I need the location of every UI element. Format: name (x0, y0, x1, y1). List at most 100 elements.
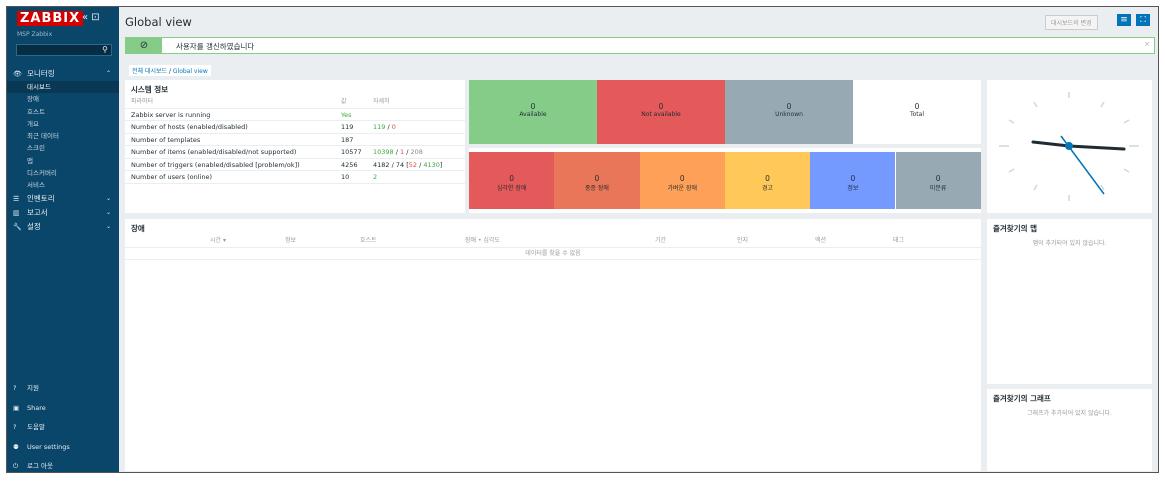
column-header: 호스트 (360, 237, 377, 244)
value: 187 (341, 135, 354, 144)
status-tile[interactable]: 0 심각한 장애 (469, 152, 555, 209)
menu-item[interactable]: 서비스 (27, 181, 45, 190)
widget-title: 즐겨찾기의 맵 (993, 224, 1038, 233)
column-header: 정보 (285, 237, 297, 244)
footer-label: User settings (27, 442, 70, 451)
footer-menu: ? 지원 ▣ Share ? 도움말 ⚉ User settings ⏻ 로그 아웃 (7, 379, 119, 472)
footer-label: Share (27, 403, 46, 412)
table-header: 시간 ▾ 정보 호스트 장애 • 심각도 기간 인지 액션 태그 (125, 235, 981, 248)
success-icon: ⊘ (126, 38, 162, 53)
menu-section[interactable]: 🔧 설정 ⌄ (7, 220, 119, 234)
widget-title: 장애 (131, 224, 145, 233)
label: 심각한 장애 (496, 185, 527, 192)
count: 0 (850, 174, 856, 183)
breadcrumb[interactable]: 전체 대시보드 (132, 68, 168, 75)
favorite-graphs-widget: 즐겨찾기의 그래프 그래프가 추가되어 있지 않습니다. (987, 389, 1152, 471)
footer-label: 로그 아웃 (27, 462, 53, 470)
menu-item[interactable]: 맵 (27, 156, 33, 165)
menu-section[interactable]: ▥ 보고서 ⌄ (7, 206, 119, 220)
details (373, 134, 463, 146)
server-name: MSP Zabbix (17, 31, 53, 38)
status-tile[interactable]: 0 Unknown (725, 80, 853, 144)
sidebar: ZABBIX « ⊡ MSP Zabbix ⚲ 👁 모니터링 ⌃ 대시보드 장애 호스트 개… (7, 7, 119, 472)
close-icon[interactable]: × (1144, 40, 1150, 48)
menu-label: 모니터링 (27, 69, 55, 78)
detail-part: 4182 / 74 [ (373, 160, 409, 169)
chevron: ⌃ (105, 70, 111, 77)
search-box[interactable]: ⚲ (16, 44, 112, 56)
column-header: 인지 (737, 237, 749, 244)
status-tile[interactable]: 0 정보 (810, 152, 896, 209)
label: Unknown (775, 111, 803, 118)
menu-label: 설정 (27, 221, 41, 231)
breadcrumb[interactable]: Global view (172, 68, 208, 75)
column-header[interactable]: 시간 ▾ (210, 237, 226, 244)
detail-part: 10398 (373, 148, 394, 156)
menu-section[interactable]: 👁 모니터링 ⌃ (7, 67, 119, 81)
widget-title: 시스템 정보 (131, 85, 169, 94)
label: 정보 (847, 185, 859, 192)
count: 0 (914, 102, 920, 111)
table-row: Zabbix server is running Yes (125, 109, 465, 121)
status-tile[interactable]: 0 가벼운 장애 (639, 152, 725, 209)
list-button[interactable]: ≡ (1117, 14, 1131, 26)
label: 경고 (762, 185, 774, 192)
count: 0 (594, 174, 600, 183)
message-bar: ⊘ 사용자를 갱신하였습니다 × (125, 37, 1155, 54)
footer-item[interactable]: ⏻ 로그 아웃 (7, 457, 119, 472)
detail-part: / (417, 160, 424, 169)
detail-part: 1 (400, 148, 405, 156)
value: 10577 (341, 148, 362, 156)
table-row: Number of templates 187 (125, 134, 465, 146)
footer-icon: ⏻ (13, 462, 19, 470)
table-header: 파라미터 값 자세히 (125, 96, 465, 109)
footer-item[interactable]: ? 도움말 (7, 418, 119, 438)
menu-item[interactable]: 스크린 (27, 144, 45, 153)
footer-item[interactable]: ⚉ User settings (7, 438, 119, 458)
count: 0 (935, 174, 941, 183)
status-tile[interactable]: 0 미분류 (895, 152, 981, 209)
footer-label: 도움말 (27, 423, 45, 431)
empty-message: 그래프가 추가되어 있지 않습니다. (1027, 410, 1112, 417)
footer-item[interactable]: ? 지원 (7, 379, 119, 399)
parameter: Number of templates (131, 135, 201, 144)
status-tile[interactable]: 0 Available (469, 80, 597, 144)
menu-section[interactable]: ☰ 인벤토리 ⌄ (7, 192, 119, 206)
clock (999, 92, 1139, 201)
clock-widget (987, 80, 1152, 213)
count: 0 (658, 102, 664, 111)
chevron: ⌄ (105, 222, 111, 230)
page-title: Global view (125, 15, 192, 29)
status-tile[interactable]: 0 중증 장애 (554, 152, 640, 209)
menu-item[interactable]: 대시보드 (7, 81, 119, 94)
fullscreen-button[interactable]: ⛶ (1136, 14, 1150, 26)
menu-item[interactable]: 호스트 (27, 107, 45, 116)
value: Yes (341, 110, 352, 119)
details: 119 / 0 (373, 121, 463, 133)
message-text: 사용자를 갱신하였습니다 (176, 42, 255, 51)
menu-item[interactable]: 개요 (27, 119, 39, 128)
column-header: 자세히 (373, 98, 390, 105)
table-row: Number of users (online) 10 2 (125, 171, 465, 184)
widget-title: 즐겨찾기의 그래프 (993, 394, 1051, 403)
count: 0 (786, 102, 792, 111)
chevron: ⌄ (105, 194, 111, 202)
detail-part: / (393, 148, 401, 156)
edit-button[interactable]: 대시보드의 변경 (1045, 15, 1098, 30)
menu-item[interactable]: 장애 (27, 95, 39, 104)
logo[interactable]: ZABBIX (17, 11, 84, 26)
collapse-icon[interactable]: « ⊡ (82, 12, 100, 23)
detail-part: 2 (373, 173, 378, 181)
footer-icon: ▣ (13, 403, 20, 412)
status-tile[interactable]: 0 경고 (724, 152, 811, 209)
count: 0 (509, 174, 515, 183)
menu-item[interactable]: 디스커버리 (27, 169, 57, 178)
menu-item[interactable]: 최근 데이터 (27, 132, 59, 141)
parameter: Number of users (online) (131, 173, 213, 181)
column-header: 값 (341, 98, 347, 105)
status-tile[interactable]: 0 Not available (597, 80, 725, 144)
status-tile[interactable]: 0 Total (853, 80, 981, 144)
detail-part: 4130 (423, 160, 440, 169)
footer-item[interactable]: ▣ Share (7, 399, 119, 419)
column-header: 액션 (815, 237, 827, 244)
